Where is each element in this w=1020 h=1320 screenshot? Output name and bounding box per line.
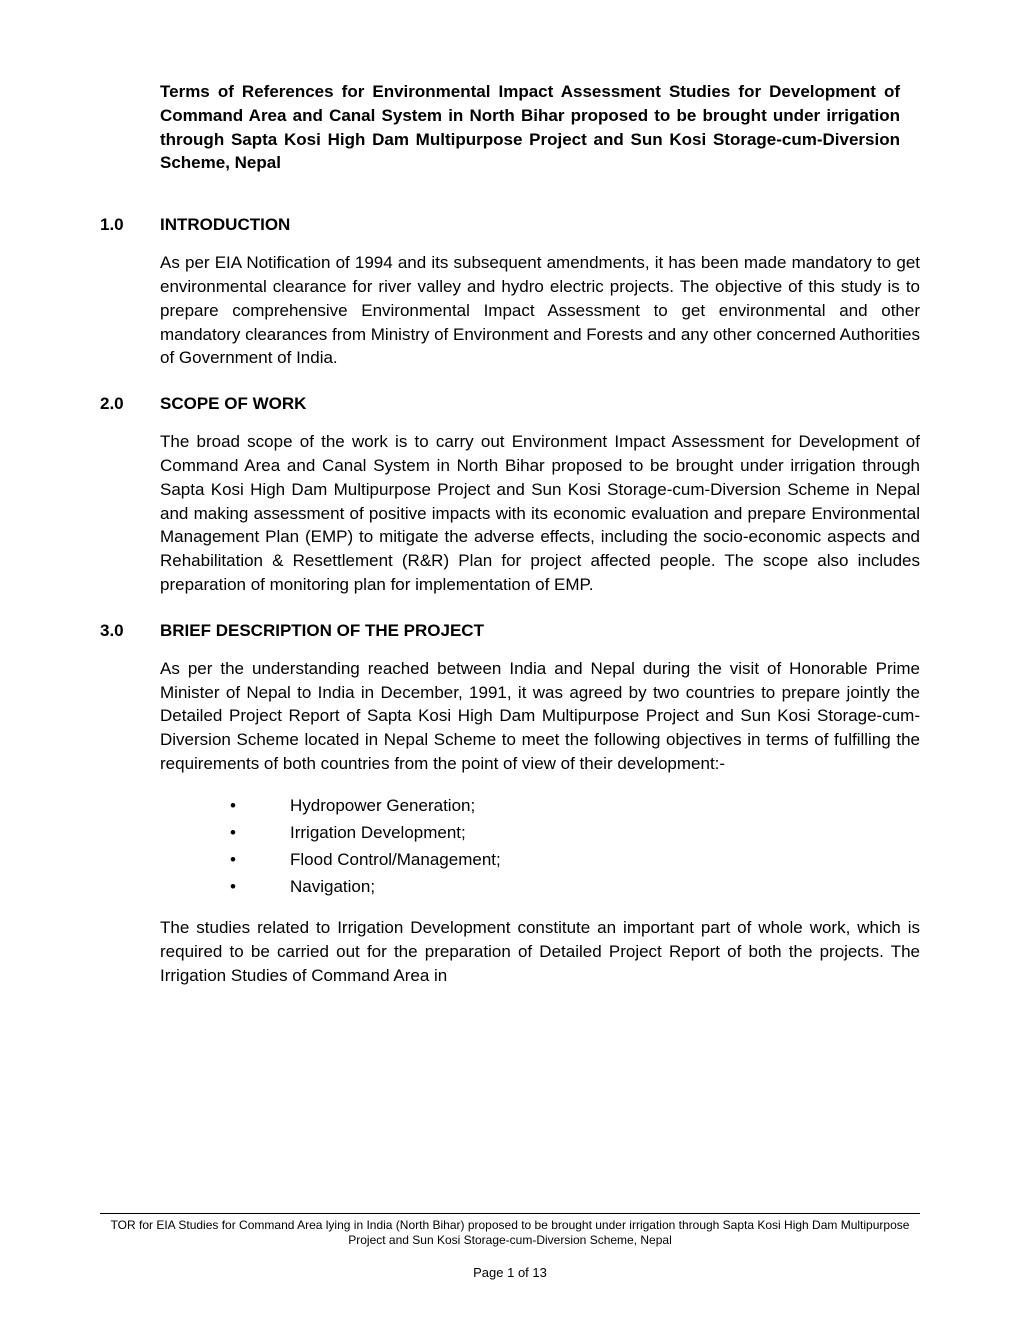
section-heading: BRIEF DESCRIPTION OF THE PROJECT — [160, 621, 484, 641]
paragraph: As per EIA Notification of 1994 and its … — [160, 251, 920, 370]
footer-text: TOR for EIA Studies for Command Area lyi… — [100, 1218, 920, 1249]
section-header: 2.0 SCOPE OF WORK — [100, 394, 920, 414]
page-number: Page 1 of 13 — [100, 1265, 920, 1280]
section-3: 3.0 BRIEF DESCRIPTION OF THE PROJECT As … — [100, 621, 920, 988]
bullet-icon: • — [230, 792, 290, 819]
section-1: 1.0 INTRODUCTION As per EIA Notification… — [100, 215, 920, 370]
section-2: 2.0 SCOPE OF WORK The broad scope of the… — [100, 394, 920, 597]
paragraph: The studies related to Irrigation Develo… — [160, 916, 920, 987]
bullet-text: Irrigation Development; — [290, 819, 920, 846]
list-item: • Flood Control/Management; — [230, 846, 920, 873]
section-heading: INTRODUCTION — [160, 215, 290, 235]
bullet-icon: • — [230, 819, 290, 846]
section-heading: SCOPE OF WORK — [160, 394, 306, 414]
bullet-icon: • — [230, 873, 290, 900]
bullet-list: • Hydropower Generation; • Irrigation De… — [230, 792, 920, 901]
footer-divider — [100, 1213, 920, 1214]
paragraph: As per the understanding reached between… — [160, 657, 920, 776]
section-header: 3.0 BRIEF DESCRIPTION OF THE PROJECT — [100, 621, 920, 641]
bullet-text: Flood Control/Management; — [290, 846, 920, 873]
bullet-text: Hydropower Generation; — [290, 792, 920, 819]
section-number: 2.0 — [100, 394, 160, 414]
paragraph: The broad scope of the work is to carry … — [160, 430, 920, 597]
bullet-icon: • — [230, 846, 290, 873]
document-title: Terms of References for Environmental Im… — [160, 80, 900, 175]
section-number: 1.0 — [100, 215, 160, 235]
bullet-text: Navigation; — [290, 873, 920, 900]
section-header: 1.0 INTRODUCTION — [100, 215, 920, 235]
page-footer: TOR for EIA Studies for Command Area lyi… — [100, 1213, 920, 1280]
list-item: • Hydropower Generation; — [230, 792, 920, 819]
section-number: 3.0 — [100, 621, 160, 641]
list-item: • Irrigation Development; — [230, 819, 920, 846]
list-item: • Navigation; — [230, 873, 920, 900]
